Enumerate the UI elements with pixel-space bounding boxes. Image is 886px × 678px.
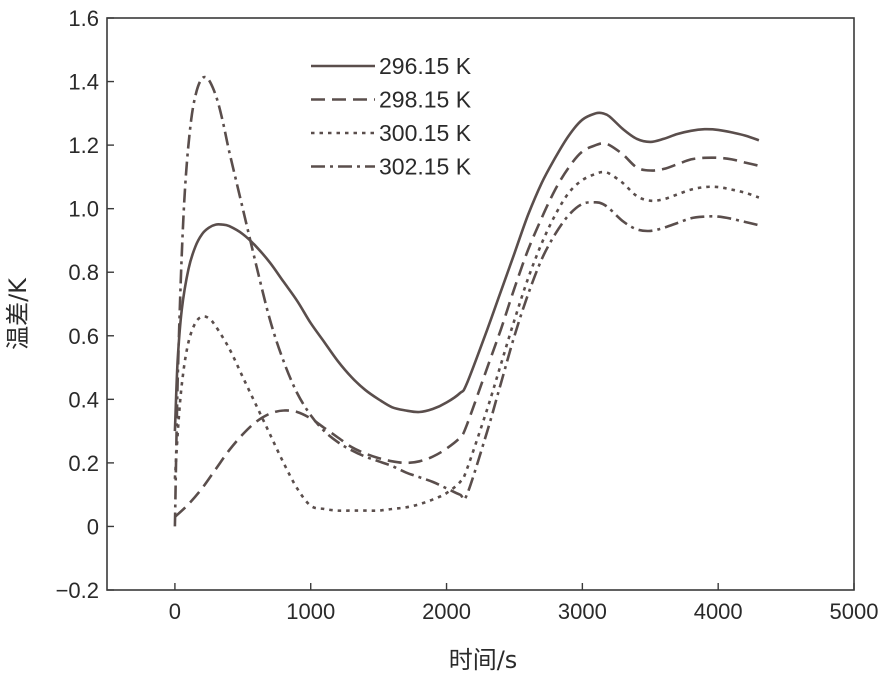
y-axis: −0.2 0 0.2 0.4 0.6 0.8 1.0 1.2 1.4 1.6 [56, 6, 114, 603]
x-tick-label: 5000 [830, 599, 879, 624]
legend-label: 300.15 K [379, 120, 472, 146]
x-tick-label: 3000 [558, 599, 607, 624]
y-tick-label: 1.4 [68, 70, 99, 95]
series-layer [173, 75, 760, 527]
y-tick-label: 1.0 [68, 197, 99, 222]
series-line-2 [174, 142, 760, 518]
y-tick-label: 0 [87, 514, 99, 539]
series-line-1 [173, 111, 760, 432]
x-axis: 0 1000 2000 3000 4000 5000 [169, 583, 879, 624]
x-tick-label: 4000 [694, 599, 743, 624]
plot-frame [106, 17, 855, 591]
series-line-4 [173, 75, 760, 527]
x-axis-title: 时间/s [449, 646, 518, 674]
y-tick-label: 0.6 [68, 324, 99, 349]
y-tick-label: 0.8 [68, 260, 99, 285]
y-tick-label: 0.2 [68, 451, 99, 476]
y-tick-label: 1.6 [68, 6, 99, 31]
x-tick-label: 2000 [422, 599, 471, 624]
y-tick-label: 1.2 [68, 133, 99, 158]
legend: 296.15 K 298.15 K 300.15 K 302.15 K [311, 53, 472, 180]
legend-label: 298.15 K [379, 87, 472, 113]
x-tick-label: 1000 [286, 599, 335, 624]
y-tick-label: −0.2 [56, 578, 99, 603]
series-line-3 [173, 170, 760, 512]
x-tick-label: 0 [169, 599, 181, 624]
legend-label: 302.15 K [379, 154, 472, 180]
y-axis-title: 温差/K [4, 277, 32, 350]
legend-label: 296.15 K [379, 53, 472, 79]
y-tick-label: 0.4 [68, 387, 99, 412]
